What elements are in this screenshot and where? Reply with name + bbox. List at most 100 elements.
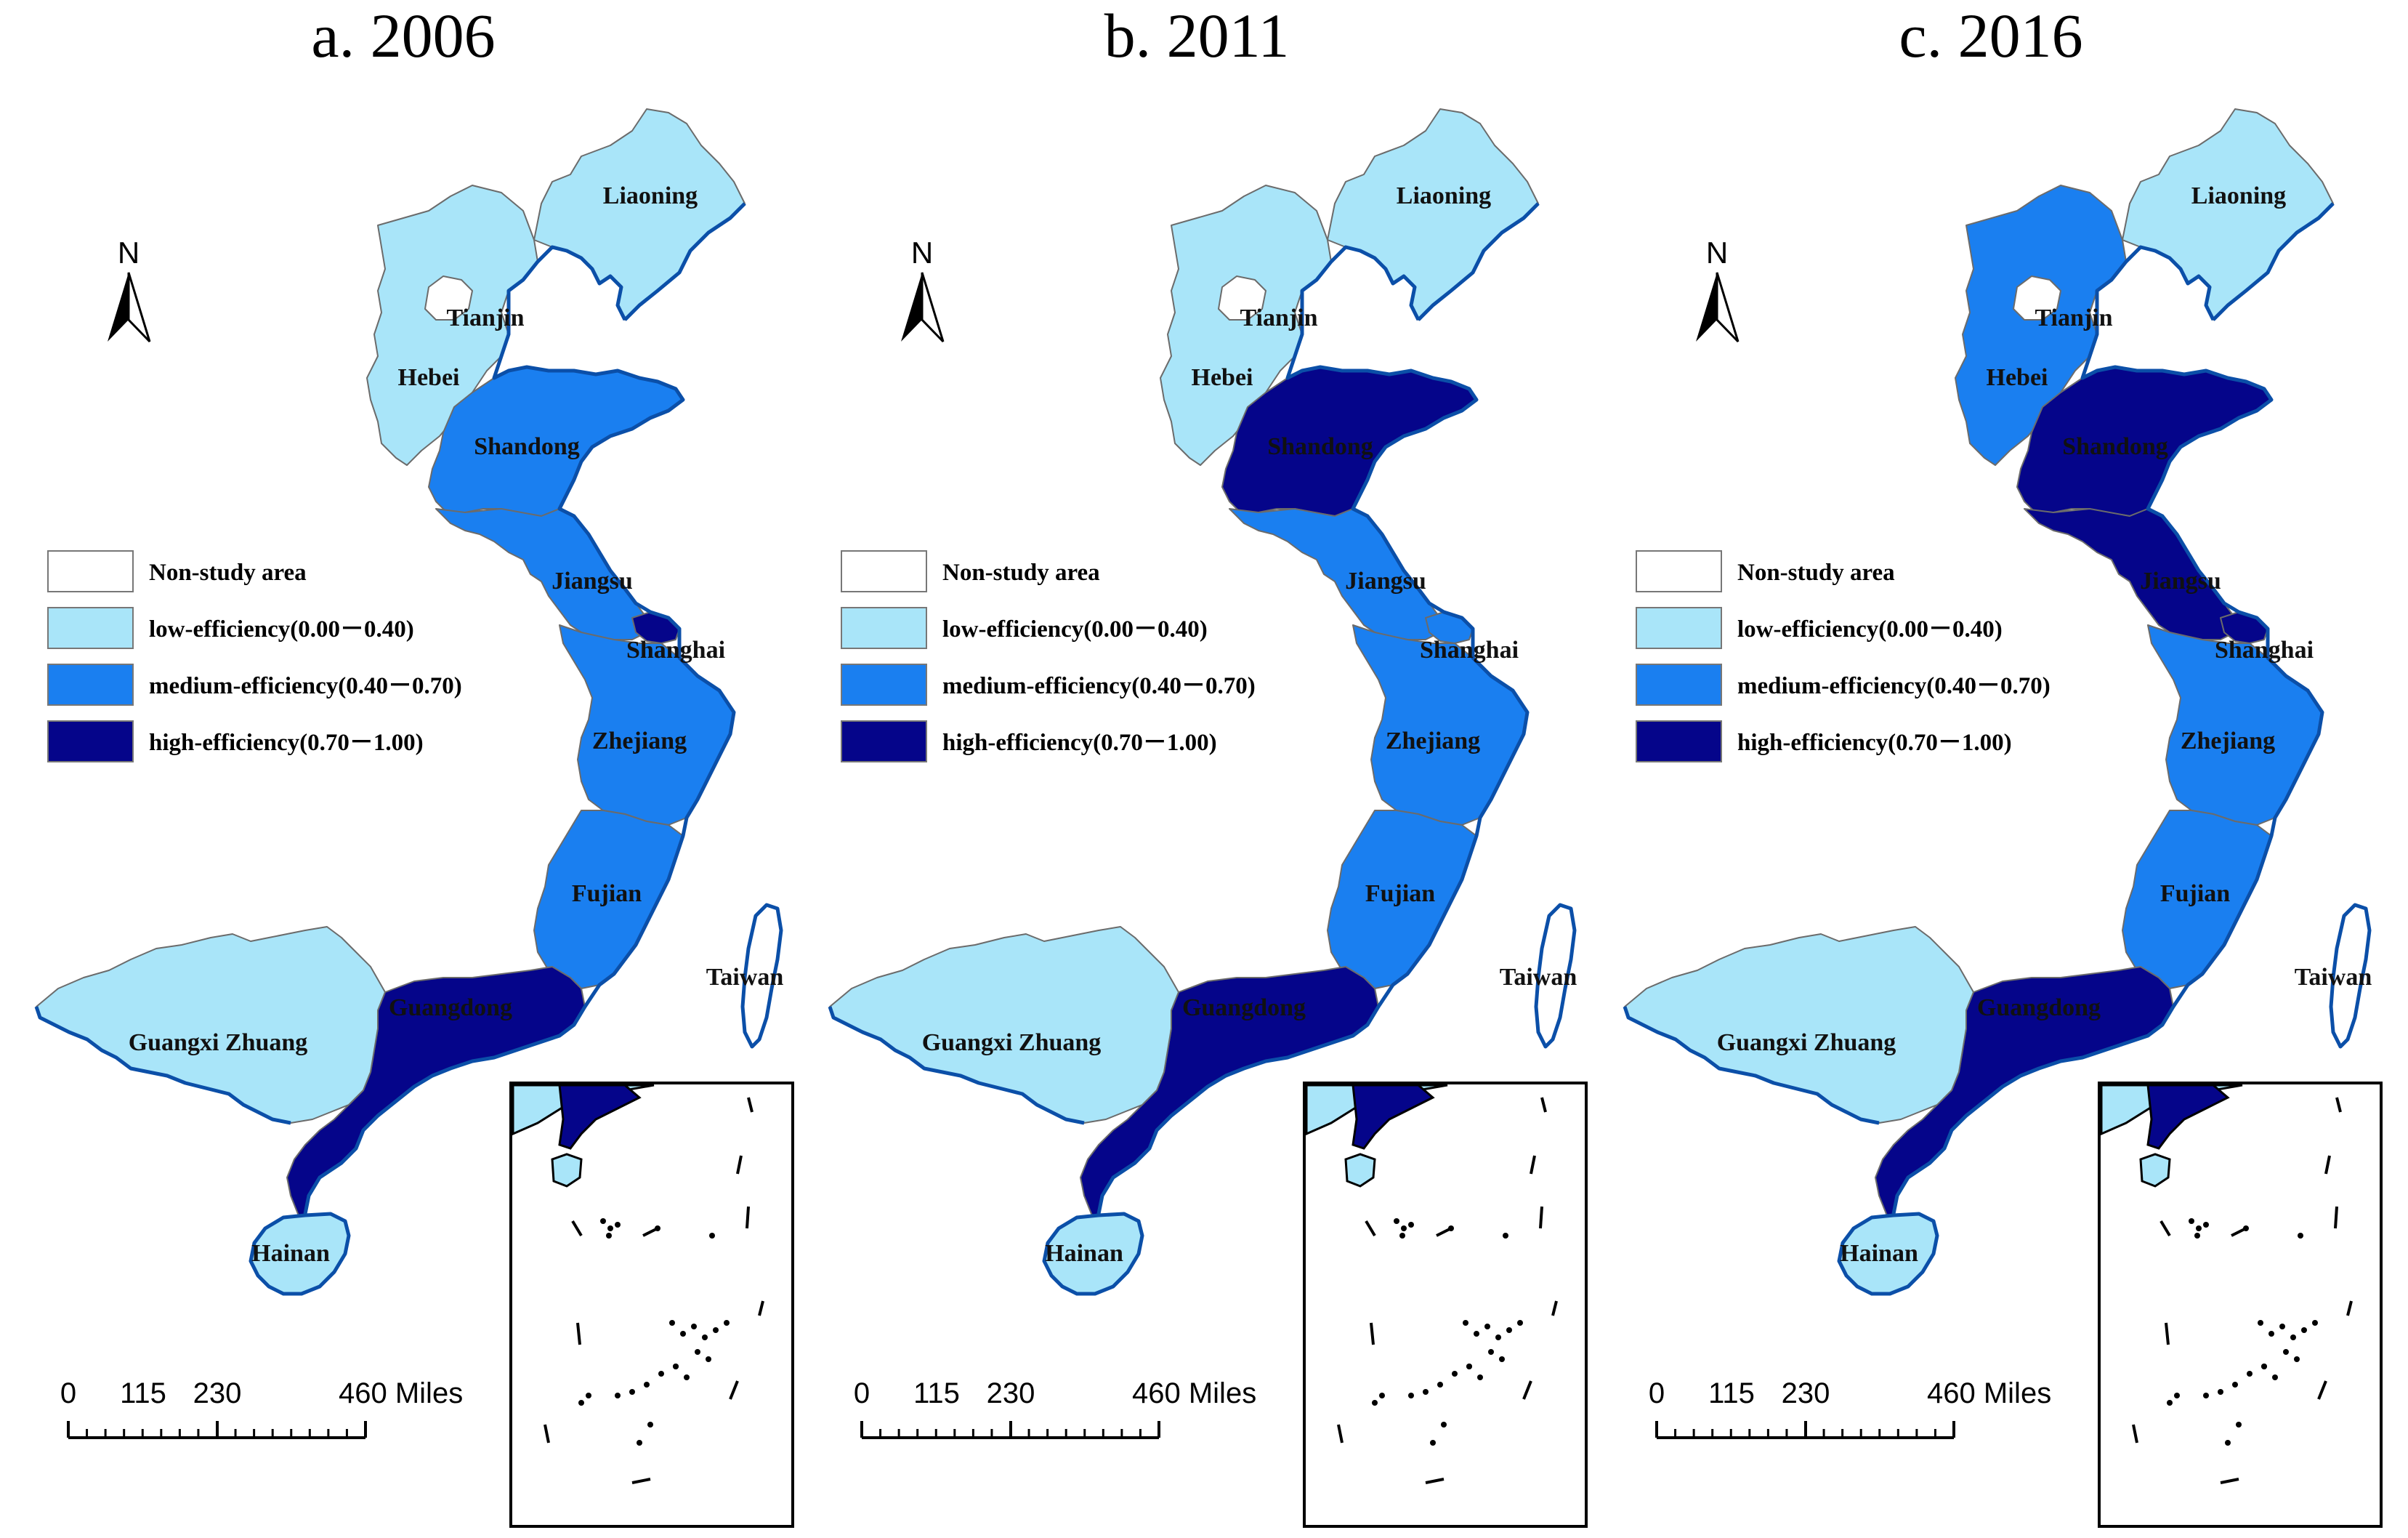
taiwan-coast <box>2329 903 2372 1049</box>
north-arrow-icon: N <box>1696 235 1740 343</box>
scale-tick-label: 0 <box>854 1377 870 1409</box>
map-panel-2: b. 2011 Liaoning Tianjin Hebei Shandong Jiang… <box>828 1 1588 1528</box>
label-guangxi-zhuang: Guangxi Zhuang <box>922 1029 1102 1056</box>
label-hainan: Hainan <box>251 1240 330 1267</box>
legend-label: Non-study area <box>942 560 1100 586</box>
scale-tick-label: 115 <box>913 1377 960 1409</box>
legend-swatch-medium <box>47 664 134 706</box>
legend-label: medium-efficiency(0.40－0.70) <box>149 673 462 699</box>
legend-label: high-efficiency(0.70－1.00) <box>942 730 1217 756</box>
scale-tick-label: 230 <box>1782 1377 1830 1409</box>
label-guangxi-zhuang: Guangxi Zhuang <box>129 1029 308 1056</box>
label-guangdong: Guangdong <box>389 994 512 1021</box>
hainan-coast <box>1042 1212 1144 1296</box>
panel-title: b. 2011 <box>1104 1 1290 71</box>
north-arrow-icon: N <box>108 235 151 343</box>
hainan-coast <box>1837 1212 1939 1296</box>
scale-tick-label: 460 Miles <box>1132 1377 1256 1409</box>
south-china-sea-inset <box>509 1082 794 1528</box>
hainan-coast <box>249 1212 351 1296</box>
label-jiangsu: Jiangsu <box>2140 568 2221 595</box>
label-guangdong: Guangdong <box>1977 994 2101 1021</box>
south-china-sea-inset <box>2098 1082 2383 1528</box>
map-panel-1: a. 2006 Liaoning Tianjin Hebei Shandong Jiang… <box>34 1 794 1528</box>
label-liaoning: Liaoning <box>1397 182 1491 209</box>
legend-swatch-non-study <box>47 550 134 592</box>
label-guangdong: Guangdong <box>1182 994 1306 1021</box>
label-jiangsu: Jiangsu <box>1345 568 1426 595</box>
legend-swatch-high <box>1636 720 1722 762</box>
legend-label: Non-study area <box>149 560 307 586</box>
legend-swatch-medium <box>841 664 927 706</box>
label-guangxi-zhuang: Guangxi Zhuang <box>1717 1029 1896 1056</box>
label-fujian: Fujian <box>2160 880 2230 907</box>
scale-bar: 0 115 230 460 Miles <box>60 1377 463 1439</box>
legend: Non-study area low-efficiency(0.00－0.40) m… <box>47 550 462 762</box>
legend-swatch-medium <box>1636 664 1722 706</box>
scale-tick-label: 115 <box>1708 1377 1755 1409</box>
scale-bar: 0 115 230 460 Miles <box>1649 1377 2051 1439</box>
label-taiwan: Taiwan <box>2295 964 2372 991</box>
province-zhejiang <box>559 624 735 826</box>
legend: Non-study area low-efficiency(0.00－0.40) m… <box>1636 550 2051 762</box>
taiwan-coast <box>740 903 783 1049</box>
province-zhejiang <box>1352 624 1528 826</box>
map-panel-3: c. 2016 Liaoning Tianjin Hebei Shandong Jiang… <box>1623 1 2383 1528</box>
scale-tick-label: 460 Miles <box>339 1377 463 1409</box>
label-jiangsu: Jiangsu <box>552 568 633 595</box>
south-china-sea-inset <box>1303 1082 1588 1528</box>
coastline <box>828 202 1540 1215</box>
legend-swatch-low <box>47 607 134 649</box>
legend: Non-study area low-efficiency(0.00－0.40) m… <box>841 550 1256 762</box>
legend-swatch-non-study <box>841 550 927 592</box>
legend-label: low-efficiency(0.00－0.40) <box>942 616 1208 643</box>
label-zhejiang: Zhejiang <box>1386 728 1480 754</box>
svg-text:N: N <box>118 235 140 270</box>
label-hebei: Hebei <box>1987 364 2048 391</box>
label-shandong: Shandong <box>1267 433 1373 460</box>
province-beijing <box>424 275 473 321</box>
legend-swatch-high <box>841 720 927 762</box>
label-taiwan: Taiwan <box>706 964 784 991</box>
panel-title: c. 2016 <box>1899 1 2082 71</box>
label-hainan: Hainan <box>1840 1240 1918 1267</box>
label-hebei: Hebei <box>398 364 460 391</box>
province-beijing <box>1218 275 1266 321</box>
legend-label: Non-study area <box>1737 560 1895 586</box>
label-tianjin: Tianjin <box>1240 305 1317 331</box>
legend-label: low-efficiency(0.00－0.40) <box>149 616 414 643</box>
scale-tick-label: 115 <box>120 1377 166 1409</box>
province-zhejiang <box>2147 624 2323 826</box>
scale-tick-label: 460 Miles <box>1927 1377 2051 1409</box>
panel-title: a. 2006 <box>311 1 495 71</box>
label-hebei: Hebei <box>1192 364 1253 391</box>
scale-tick-label: 0 <box>60 1377 76 1409</box>
legend-label: medium-efficiency(0.40－0.70) <box>942 673 1256 699</box>
label-hainan: Hainan <box>1045 1240 1123 1267</box>
label-zhejiang: Zhejiang <box>2181 728 2275 754</box>
label-shanghai: Shanghai <box>1420 637 1519 664</box>
taiwan-coast <box>1534 903 1577 1049</box>
legend-label: low-efficiency(0.00－0.40) <box>1737 616 2003 643</box>
svg-text:N: N <box>911 235 933 270</box>
label-tianjin: Tianjin <box>2035 305 2112 331</box>
label-shandong: Shandong <box>2062 433 2168 460</box>
label-zhejiang: Zhejiang <box>592 728 687 754</box>
label-shanghai: Shanghai <box>626 637 725 664</box>
label-shandong: Shandong <box>474 433 580 460</box>
legend-label: high-efficiency(0.70－1.00) <box>149 730 424 756</box>
province-beijing <box>2013 275 2061 321</box>
scale-tick-label: 230 <box>193 1377 242 1409</box>
label-fujian: Fujian <box>572 880 642 907</box>
label-taiwan: Taiwan <box>1500 964 1577 991</box>
scale-bar: 0 115 230 460 Miles <box>854 1377 1256 1439</box>
coastline <box>1623 202 2335 1215</box>
label-tianjin: Tianjin <box>446 305 524 331</box>
label-liaoning: Liaoning <box>603 182 698 209</box>
scale-tick-label: 230 <box>987 1377 1035 1409</box>
legend-label: high-efficiency(0.70－1.00) <box>1737 730 2012 756</box>
north-arrow-icon: N <box>901 235 945 343</box>
coastline <box>34 202 746 1215</box>
label-liaoning: Liaoning <box>2191 182 2286 209</box>
